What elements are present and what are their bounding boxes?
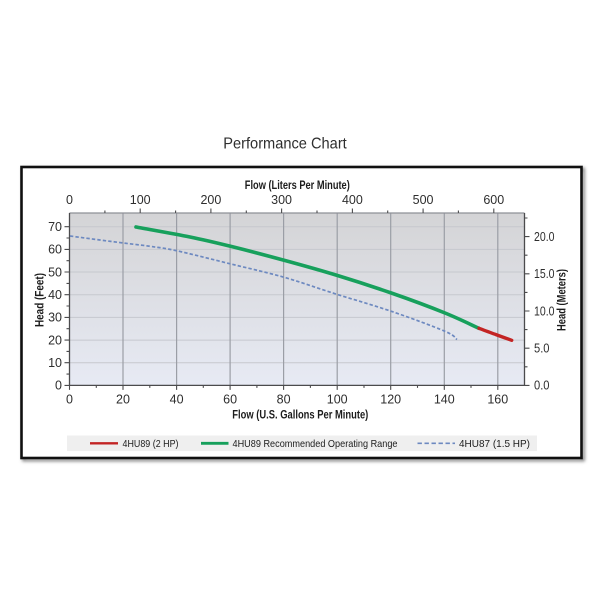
svg-text:Performance Chart: Performance Chart — [223, 136, 347, 153]
svg-text:400: 400 — [342, 193, 363, 207]
svg-text:0: 0 — [66, 193, 73, 207]
svg-text:500: 500 — [413, 193, 434, 207]
svg-text:200: 200 — [200, 193, 221, 207]
svg-text:160: 160 — [487, 393, 508, 407]
svg-text:Flow (U.S. Gallons Per Minute): Flow (U.S. Gallons Per Minute) — [232, 410, 368, 422]
svg-text:600: 600 — [483, 193, 504, 207]
svg-text:Head (Meters): Head (Meters) — [557, 269, 569, 331]
svg-text:10.0: 10.0 — [534, 304, 555, 318]
svg-text:0.0: 0.0 — [534, 379, 550, 393]
svg-text:15.0: 15.0 — [534, 267, 555, 281]
svg-text:20.0: 20.0 — [534, 230, 555, 244]
svg-text:5.0: 5.0 — [534, 342, 550, 356]
svg-text:80: 80 — [277, 393, 291, 407]
svg-text:120: 120 — [380, 393, 401, 407]
svg-text:40: 40 — [48, 288, 62, 302]
svg-text:140: 140 — [434, 393, 455, 407]
svg-text:70: 70 — [48, 220, 62, 234]
svg-text:4HU87 (1.5 HP): 4HU87 (1.5 HP) — [459, 438, 530, 450]
svg-text:0: 0 — [55, 379, 62, 393]
svg-text:100: 100 — [130, 193, 151, 207]
svg-text:40: 40 — [170, 393, 184, 407]
svg-text:60: 60 — [48, 243, 62, 257]
svg-text:0: 0 — [66, 393, 73, 407]
svg-text:100: 100 — [327, 393, 348, 407]
svg-text:4HU89 (2 HP): 4HU89 (2 HP) — [123, 438, 179, 450]
svg-text:Head (Feet): Head (Feet) — [35, 273, 47, 327]
svg-text:4HU89 Recommended Operating Ra: 4HU89 Recommended Operating Range — [233, 438, 398, 450]
svg-text:20: 20 — [116, 393, 130, 407]
svg-text:Flow (Liters Per Minute): Flow (Liters Per Minute) — [245, 180, 350, 192]
svg-text:60: 60 — [223, 393, 237, 407]
svg-text:20: 20 — [48, 333, 62, 347]
svg-text:300: 300 — [271, 193, 292, 207]
svg-text:30: 30 — [48, 311, 62, 325]
svg-text:50: 50 — [48, 265, 62, 279]
svg-text:10: 10 — [48, 356, 62, 370]
